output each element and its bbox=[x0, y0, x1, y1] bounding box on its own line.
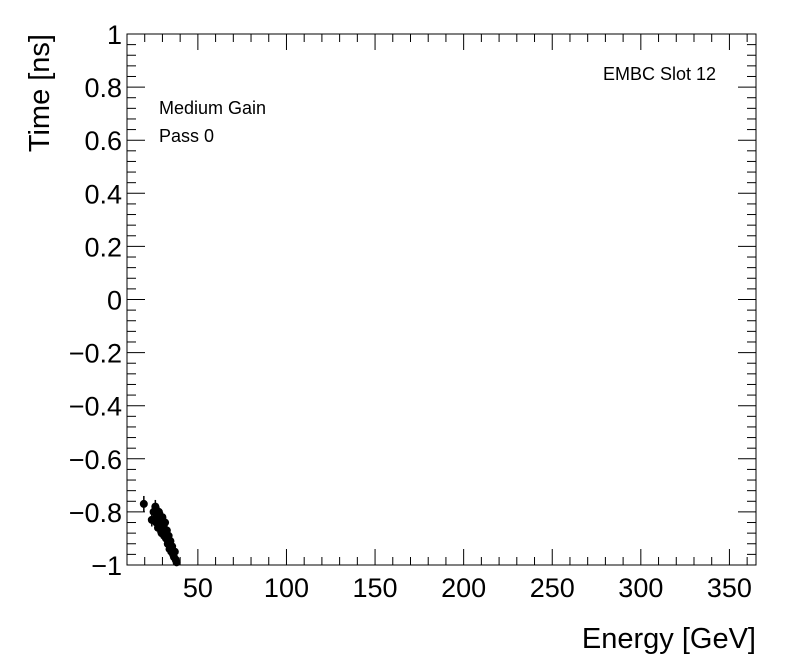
x-tick-label: 100 bbox=[264, 573, 309, 603]
x-tick-label: 250 bbox=[530, 573, 575, 603]
marker bbox=[170, 547, 179, 556]
y-tick-label: 0.2 bbox=[84, 232, 122, 262]
y-tick-label: −0.2 bbox=[69, 339, 122, 369]
x-tick-labels: 50 100 150 200 250 300 350 bbox=[183, 573, 752, 603]
marker bbox=[139, 499, 148, 508]
data-point bbox=[161, 517, 170, 528]
slot-label: EMBC Slot 12 bbox=[603, 64, 716, 84]
marker bbox=[172, 558, 181, 567]
x-tick-label: 50 bbox=[183, 573, 213, 603]
data-points bbox=[139, 495, 181, 567]
y-tick-label: 0.8 bbox=[84, 73, 122, 103]
x-tick-label: 150 bbox=[353, 573, 398, 603]
y-tick-label: 0.6 bbox=[84, 126, 122, 156]
y-tick-label: −0.8 bbox=[69, 498, 122, 528]
x-tick-label: 350 bbox=[707, 573, 752, 603]
x-tick-label: 300 bbox=[618, 573, 663, 603]
major-ticks bbox=[127, 33, 756, 566]
y-tick-label: −0.4 bbox=[69, 392, 122, 422]
y-axis-title: Time [ns] bbox=[24, 34, 56, 152]
minor-ticks bbox=[126, 34, 756, 565]
marker bbox=[161, 518, 170, 527]
y-tick-labels: −1 −0.8 −0.6 −0.4 −0.2 0 0.2 0.4 0.6 0.8 1 bbox=[69, 20, 122, 581]
y-tick-label: −0.6 bbox=[69, 445, 122, 475]
y-tick-label: 0.4 bbox=[84, 179, 122, 209]
data-point bbox=[172, 558, 181, 567]
gain-label: Medium Gain bbox=[159, 98, 266, 118]
y-tick-label: 0 bbox=[107, 286, 122, 316]
data-point bbox=[170, 546, 179, 558]
data-point bbox=[139, 495, 148, 512]
x-axis-title: Energy [GeV] bbox=[582, 623, 756, 655]
x-tick-label: 200 bbox=[441, 573, 486, 603]
pass-label: Pass 0 bbox=[159, 126, 214, 146]
y-tick-label: −1 bbox=[91, 551, 122, 581]
y-tick-label: 1 bbox=[107, 20, 122, 50]
